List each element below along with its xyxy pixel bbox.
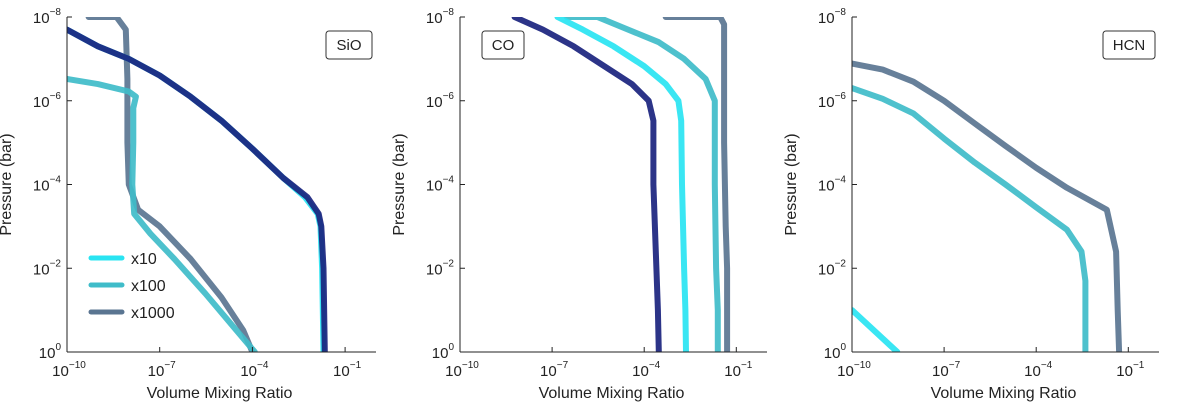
x-tick-label: 10−7 <box>540 360 569 380</box>
series-line-x100 <box>67 75 258 352</box>
series-line-x10 <box>67 26 327 352</box>
y-tick-label: 10−6 <box>33 91 62 111</box>
x-tick-label: 10−1 <box>1116 360 1145 380</box>
x-tick-label: 10−4 <box>632 360 661 380</box>
series-line-base <box>67 26 328 352</box>
series-line-base <box>511 17 662 352</box>
y-tick-label: 10−4 <box>818 175 847 195</box>
legend: x10 x100 x1000 <box>88 251 175 322</box>
y-tick-label: 10−8 <box>426 7 455 27</box>
y-axis-label: Pressure (bar) <box>0 133 15 235</box>
legend-label-x100: x100 <box>131 278 166 295</box>
series-line-x1000 <box>85 17 256 352</box>
series-line-x10 <box>554 17 689 352</box>
legend-label-x1000: x1000 <box>131 305 175 322</box>
legend-label-x10: x10 <box>131 251 157 268</box>
species-box <box>325 30 373 60</box>
y-tick-label: 100 <box>432 342 455 362</box>
x-tick-label: 10−4 <box>1024 360 1053 380</box>
x-tick-label: 10−1 <box>724 360 753 380</box>
x-axis-label: Volume Mixing Ratio <box>539 385 685 402</box>
y-axis-label: Pressure (bar) <box>783 133 800 235</box>
y-tick-label: 10−2 <box>426 258 455 278</box>
y-tick-label: 10−8 <box>33 7 62 27</box>
panel-sio: 10−10 10−7 10−4 10−1 10−8 10−6 10−4 10−2 100 Volu… <box>0 7 376 402</box>
x-axis-label: Volume Mixing Ratio <box>931 385 1077 402</box>
y-tick-label: 10−4 <box>33 175 62 195</box>
x-tick-label: 10−10 <box>52 360 86 380</box>
species-box <box>481 30 525 60</box>
series-group <box>852 60 1123 352</box>
y-tick-label: 10−2 <box>818 258 847 278</box>
series-group <box>511 17 731 352</box>
series-line-x100 <box>852 85 1089 352</box>
y-axis-label: Pressure (bar) <box>391 133 408 235</box>
y-tick-label: 10−4 <box>426 175 455 195</box>
species-label: CO <box>492 37 515 54</box>
panel-hcn: 10−10 10−7 10−4 10−1 10−8 10−6 10−4 10−2 100 Volu… <box>783 7 1159 402</box>
x-tick-label: 10−4 <box>240 360 269 380</box>
series-group <box>67 17 328 352</box>
species-label: HCN <box>1113 37 1146 54</box>
x-tick-label: 10−7 <box>148 360 177 380</box>
x-axis-label: Volume Mixing Ratio <box>147 385 293 402</box>
y-tick-label: 10−8 <box>818 7 847 27</box>
y-tick-label: 100 <box>824 342 847 362</box>
y-tick-label: 10−6 <box>426 91 455 111</box>
x-tick-label: 10−10 <box>837 360 871 380</box>
y-tick-label: 10−6 <box>818 91 847 111</box>
x-tick-label: 10−7 <box>932 360 961 380</box>
series-line-x1000 <box>662 17 731 352</box>
series-line-x10 <box>852 307 901 352</box>
panel-co: 10−10 10−7 10−4 10−1 10−8 10−6 10−4 10−2 100 Volu… <box>391 7 767 402</box>
species-label: SiO <box>336 37 361 54</box>
species-box <box>1102 30 1156 60</box>
x-tick-label: 10−1 <box>333 360 362 380</box>
series-line-x100 <box>563 17 721 352</box>
x-tick-label: 10−10 <box>445 360 479 380</box>
series-line-x1000 <box>852 60 1123 352</box>
y-tick-label: 100 <box>39 342 62 362</box>
y-tick-label: 10−2 <box>33 258 62 278</box>
